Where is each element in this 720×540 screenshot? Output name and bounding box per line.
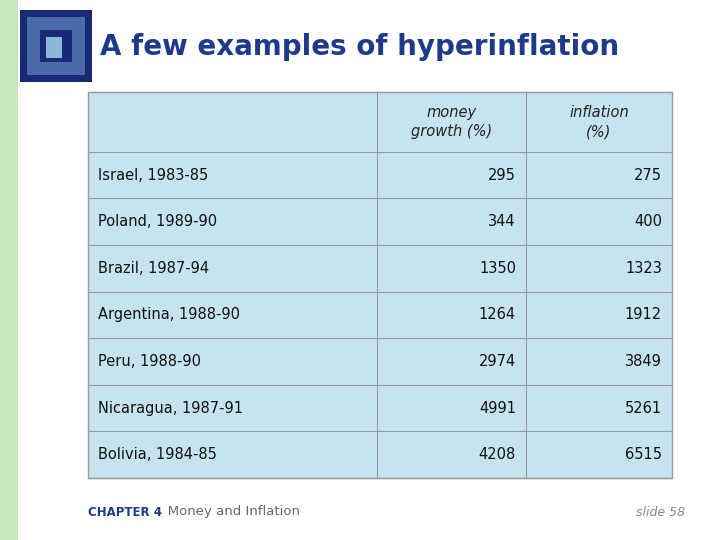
- Text: 1323: 1323: [625, 261, 662, 276]
- Text: 344: 344: [488, 214, 516, 229]
- Text: Israel, 1983-85: Israel, 1983-85: [98, 167, 208, 183]
- Bar: [40, 30, 72, 62]
- Text: A few examples of hyperinflation: A few examples of hyperinflation: [100, 33, 619, 61]
- Bar: [20, 10, 92, 82]
- Text: 4991: 4991: [479, 401, 516, 416]
- Text: 275: 275: [634, 167, 662, 183]
- Text: money
growth (%): money growth (%): [411, 105, 492, 139]
- Text: 6515: 6515: [625, 447, 662, 462]
- Text: 1912: 1912: [625, 307, 662, 322]
- Text: Argentina, 1988-90: Argentina, 1988-90: [98, 307, 240, 322]
- Text: 400: 400: [634, 214, 662, 229]
- Bar: [27, 17, 85, 75]
- Text: Money and Inflation: Money and Inflation: [155, 505, 300, 518]
- Bar: [88, 92, 672, 478]
- Text: Brazil, 1987-94: Brazil, 1987-94: [98, 261, 209, 276]
- Text: Bolivia, 1984-85: Bolivia, 1984-85: [98, 447, 217, 462]
- Text: Nicaragua, 1987-91: Nicaragua, 1987-91: [98, 401, 243, 416]
- Text: 2974: 2974: [479, 354, 516, 369]
- Text: 5261: 5261: [625, 401, 662, 416]
- Text: CHAPTER 4: CHAPTER 4: [88, 505, 162, 518]
- Text: inflation
(%): inflation (%): [569, 105, 629, 139]
- Text: 1350: 1350: [479, 261, 516, 276]
- Text: 1264: 1264: [479, 307, 516, 322]
- Text: 3849: 3849: [625, 354, 662, 369]
- Bar: [46, 37, 62, 58]
- Text: 295: 295: [488, 167, 516, 183]
- Bar: [0, 0, 18, 540]
- Text: Peru, 1988-90: Peru, 1988-90: [98, 354, 201, 369]
- Text: slide 58: slide 58: [636, 505, 685, 518]
- Text: Poland, 1989-90: Poland, 1989-90: [98, 214, 217, 229]
- Text: 4208: 4208: [479, 447, 516, 462]
